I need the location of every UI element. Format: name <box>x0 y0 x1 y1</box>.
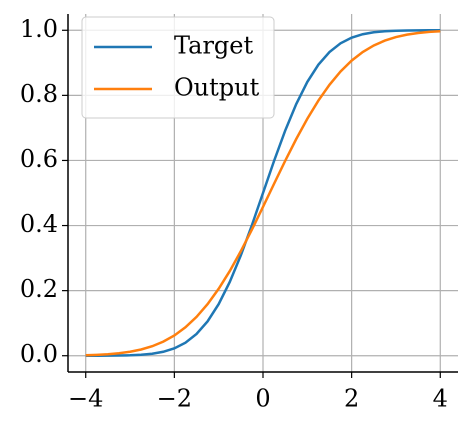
y-tick-label: 1.0 <box>20 15 58 43</box>
y-tick-label: 0.6 <box>20 145 58 173</box>
x-tick-label: −2 <box>157 385 192 413</box>
y-tick-label: 0.8 <box>20 80 58 108</box>
line <box>85 29 441 357</box>
legend-label: Target <box>174 32 253 60</box>
line <box>85 30 441 357</box>
legend-label: Output <box>174 74 260 102</box>
x-tick-label: 2 <box>344 385 359 413</box>
x-tick-label: 0 <box>255 385 270 413</box>
y-tick-label: 0.2 <box>20 275 58 303</box>
x-tick-label: −4 <box>68 385 103 413</box>
y-tick-label: 0.0 <box>20 340 58 368</box>
y-tick-label: 0.4 <box>20 210 58 238</box>
x-tick-label: 4 <box>433 385 448 413</box>
legend-box <box>81 16 275 119</box>
